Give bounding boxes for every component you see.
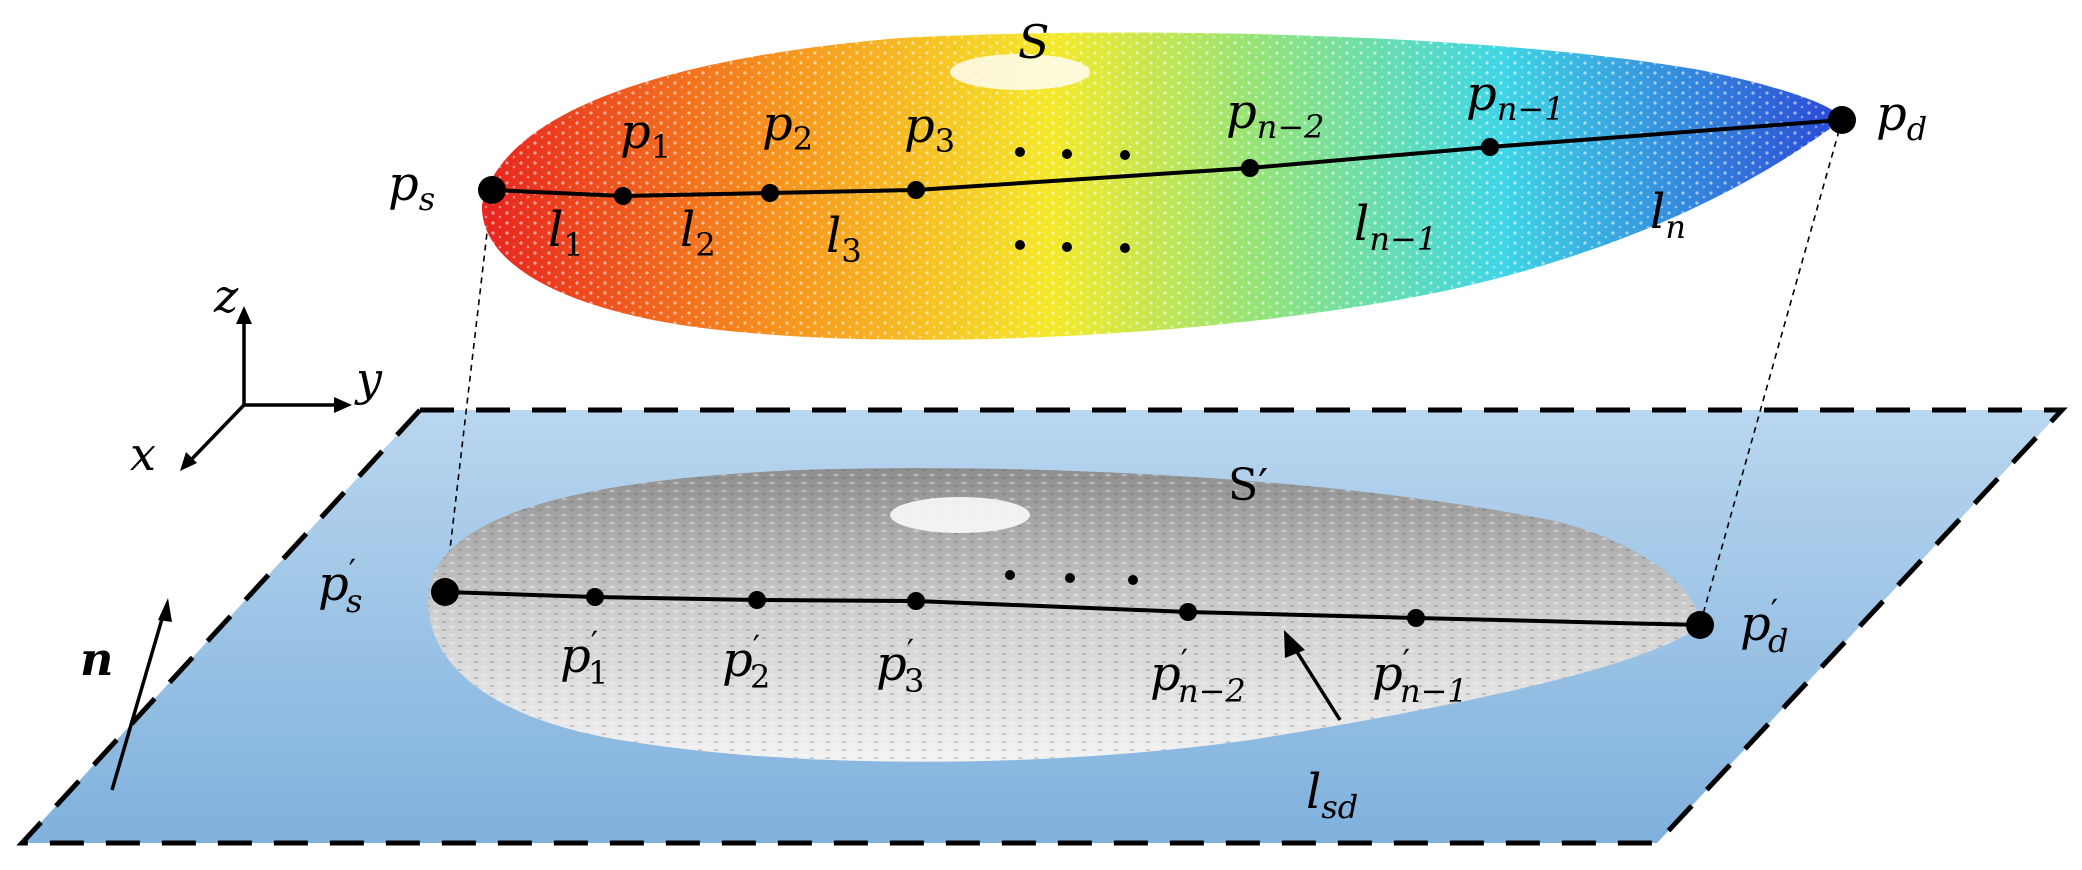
coordinate-axes [186, 318, 340, 465]
label-pd-prime: p′ d [1740, 592, 1788, 660]
lsd-arrowhead [1284, 630, 1305, 658]
label-ln1: ln−1 [1354, 196, 1437, 258]
label-l3: l3 [826, 208, 862, 270]
projection-line-left [444, 189, 493, 593]
y-arrowhead [334, 397, 352, 413]
point-pd [1828, 106, 1856, 134]
label-p2: p2 [762, 96, 813, 158]
label-p1: p1 [620, 104, 671, 166]
point-p3 [907, 181, 925, 199]
label-pn1-prime: p′ n−1 [1372, 642, 1468, 710]
ellipsis-upper [1015, 147, 1130, 253]
projected-leaf-white-patch [890, 497, 1030, 533]
normal-vector-line [110, 611, 166, 791]
normal-arrowhead [158, 598, 172, 622]
ellipsis-lower [1005, 570, 1138, 585]
axis-label-y: y [354, 352, 383, 406]
label-p2-prime: p′ 2 [722, 628, 770, 696]
point-pn2 [1241, 159, 1259, 177]
label-S: S [1018, 15, 1050, 69]
projected-leaf-texture [428, 468, 1700, 762]
normal-label-n: n [80, 632, 113, 686]
label-l2: l2 [680, 202, 716, 264]
point-ps-prime [431, 578, 459, 606]
label-pd: pd [1876, 86, 1927, 148]
point-pn2-prime [1179, 603, 1197, 621]
leaf-white-patch [950, 54, 1090, 90]
axis-label-x: x [130, 427, 156, 481]
label-pn2: pn−2 [1226, 84, 1325, 146]
label-pn2-prime: p′ n−2 [1150, 642, 1246, 710]
point-pd-prime [1686, 611, 1714, 639]
point-p3-prime [907, 592, 925, 610]
point-p1 [614, 187, 632, 205]
label-S-prime: S′ [1228, 460, 1268, 511]
label-pn1: pn−1 [1466, 66, 1565, 128]
label-lsd: lsd [1306, 764, 1358, 826]
point-pn1 [1481, 138, 1499, 156]
leaf-texture [481, 32, 1843, 340]
label-ps: ps [388, 156, 435, 218]
label-p1-prime: p′ 1 [560, 624, 608, 692]
point-p1-prime [586, 588, 604, 606]
label-p3-prime: p′ 3 [876, 632, 924, 700]
x-arrowhead [180, 452, 197, 471]
z-arrowhead [236, 306, 252, 324]
label-ps-prime: p′ s [318, 552, 362, 620]
point-p2 [761, 184, 779, 202]
point-pn1-prime [1407, 609, 1425, 627]
lsd-arrow-line [1290, 643, 1342, 721]
axis-label-z: z [213, 269, 239, 323]
point-ps [478, 176, 506, 204]
label-ln: ln [1650, 184, 1686, 246]
label-p3: p3 [904, 98, 955, 160]
label-l1: l1 [548, 202, 584, 264]
point-p2-prime [748, 591, 766, 609]
